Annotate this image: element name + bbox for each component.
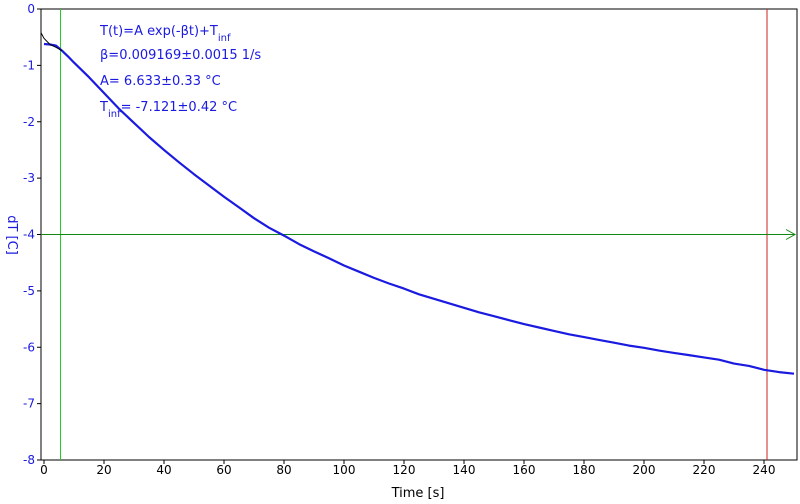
- fit-tinf-main: T: [99, 100, 108, 115]
- y-axis-title: dT [C]: [4, 215, 19, 255]
- x-tick-label: 40: [156, 463, 171, 477]
- fit-curve-line: [40, 32, 63, 52]
- x-tick-label: 160: [513, 463, 536, 477]
- y-tick-label: -6: [23, 340, 35, 354]
- y-axis: 0 -1 -2 -3 -4 -5 -6 -7 -8: [23, 2, 41, 467]
- x-tick-label: 60: [216, 463, 231, 477]
- x-tick-label: 240: [753, 463, 776, 477]
- x-tick-label: 140: [453, 463, 476, 477]
- x-axis: 0 20 40 60 80 100 120 140 160 180 200 220 240: [40, 460, 775, 477]
- x-tick-label: 180: [573, 463, 596, 477]
- y-tick-label: -3: [23, 171, 35, 185]
- x-tick-label: 20: [96, 463, 111, 477]
- y-tick-label: -4: [23, 228, 35, 242]
- y-tick-label: -7: [23, 397, 35, 411]
- level-marker-arrow: [785, 229, 797, 240]
- fit-formula-main: T(t)=A exp(-βt)+T: [99, 24, 218, 39]
- fit-formula-sub: inf: [218, 33, 231, 44]
- fit-tinf: Tinf= -7.121±0.42 °C: [99, 100, 237, 120]
- fit-formula: T(t)=A exp(-βt)+Tinf: [99, 24, 231, 44]
- fit-tinf-sub: inf: [108, 109, 121, 120]
- fit-tinf-rest: = -7.121±0.42 °C: [121, 100, 237, 115]
- y-tick-label: -2: [23, 115, 35, 129]
- x-axis-title: Time [s]: [391, 486, 445, 501]
- series-layer: [40, 32, 795, 375]
- y-tick-label: -8: [23, 453, 35, 467]
- x-tick-label: 100: [333, 463, 356, 477]
- y-tick-label: 0: [27, 2, 35, 16]
- x-tick-label: 80: [276, 463, 291, 477]
- y-tick-label: -1: [23, 58, 35, 72]
- x-tick-label: 0: [40, 463, 48, 477]
- fit-amplitude: A= 6.633±0.33 °C: [100, 74, 221, 89]
- x-tick-label: 200: [633, 463, 656, 477]
- fit-beta: β=0.009169±0.0015 1/s: [100, 48, 261, 63]
- x-tick-label: 220: [693, 463, 716, 477]
- y-tick-label: -5: [23, 284, 35, 298]
- data-series-line: [43, 42, 795, 375]
- x-tick-label: 120: [393, 463, 416, 477]
- marker-lines: [41, 9, 797, 460]
